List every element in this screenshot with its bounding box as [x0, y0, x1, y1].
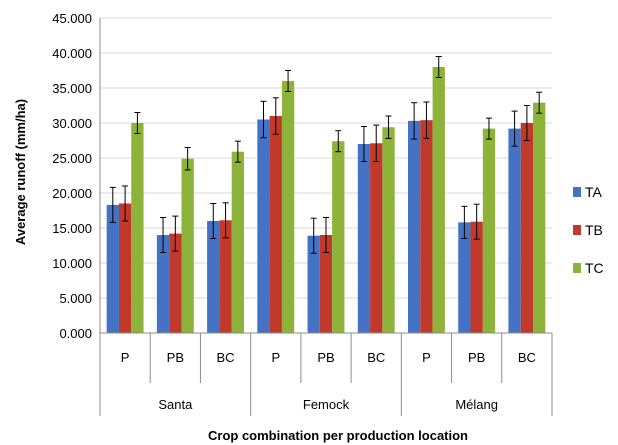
y-tick-label: 20.000	[52, 186, 92, 201]
bar	[169, 233, 182, 333]
y-axis: 0.000 5.000 10.000 15.000 20.000 25.000 30.000…	[52, 11, 101, 341]
bar	[156, 235, 170, 333]
y-tick-label: 40.000	[52, 46, 92, 61]
y-tick-label: 30.000	[52, 116, 92, 131]
x-category-label: BC	[217, 350, 235, 365]
bar	[382, 127, 395, 333]
y-tick-label: 0.000	[59, 326, 92, 341]
bar	[269, 116, 282, 333]
x-category-label: P	[271, 350, 280, 365]
bar	[207, 221, 220, 333]
x-category-label: BC	[518, 350, 536, 365]
legend: TA TB TC	[573, 184, 604, 276]
bar	[533, 102, 546, 333]
bar	[432, 67, 445, 333]
y-tick-label: 45.000	[52, 11, 92, 26]
y-tick-label: 10.000	[52, 256, 92, 271]
bars	[106, 56, 546, 334]
x-axis: P PB BC P PB BC P PB BC Santa Femock Mélang	[99, 332, 553, 416]
legend-swatch	[573, 187, 581, 197]
x-category-label: PB	[167, 350, 184, 365]
bar	[319, 235, 333, 333]
bar	[520, 123, 534, 333]
bar	[106, 204, 119, 333]
legend-label: TC	[585, 260, 604, 276]
y-tick-label: 35.000	[52, 81, 92, 96]
legend-label: TB	[585, 222, 603, 238]
bar	[420, 120, 433, 333]
x-group-label: Santa	[158, 397, 193, 412]
bar	[370, 143, 383, 333]
legend-swatch	[573, 225, 581, 235]
x-group-label: Mélang	[455, 397, 498, 412]
bar	[231, 151, 245, 333]
bar	[508, 128, 521, 333]
x-axis-label: Crop combination per production location	[208, 428, 468, 443]
bar	[332, 141, 345, 333]
x-category-label: PB	[468, 350, 485, 365]
bar	[181, 158, 194, 333]
bar	[482, 128, 496, 333]
bar	[407, 120, 421, 334]
legend-label: TA	[585, 184, 603, 200]
x-category-label: P	[121, 350, 130, 365]
bar	[131, 123, 144, 333]
bar	[257, 119, 270, 333]
bar	[470, 221, 483, 333]
bar	[281, 81, 295, 333]
bar	[118, 203, 132, 333]
x-category-label: P	[422, 350, 431, 365]
bar	[458, 222, 471, 333]
x-group-label: Femock	[303, 397, 350, 412]
x-category-label: PB	[317, 350, 334, 365]
bar	[357, 144, 371, 333]
y-axis-label: Average runoff (mm/ha)	[13, 99, 28, 245]
legend-swatch	[573, 263, 581, 273]
x-category-label: BC	[367, 350, 385, 365]
bar	[307, 235, 320, 333]
bar	[219, 220, 232, 333]
y-tick-label: 5.000	[59, 291, 92, 306]
y-tick-label: 25.000	[52, 151, 92, 166]
y-tick-label: 15.000	[52, 221, 92, 236]
